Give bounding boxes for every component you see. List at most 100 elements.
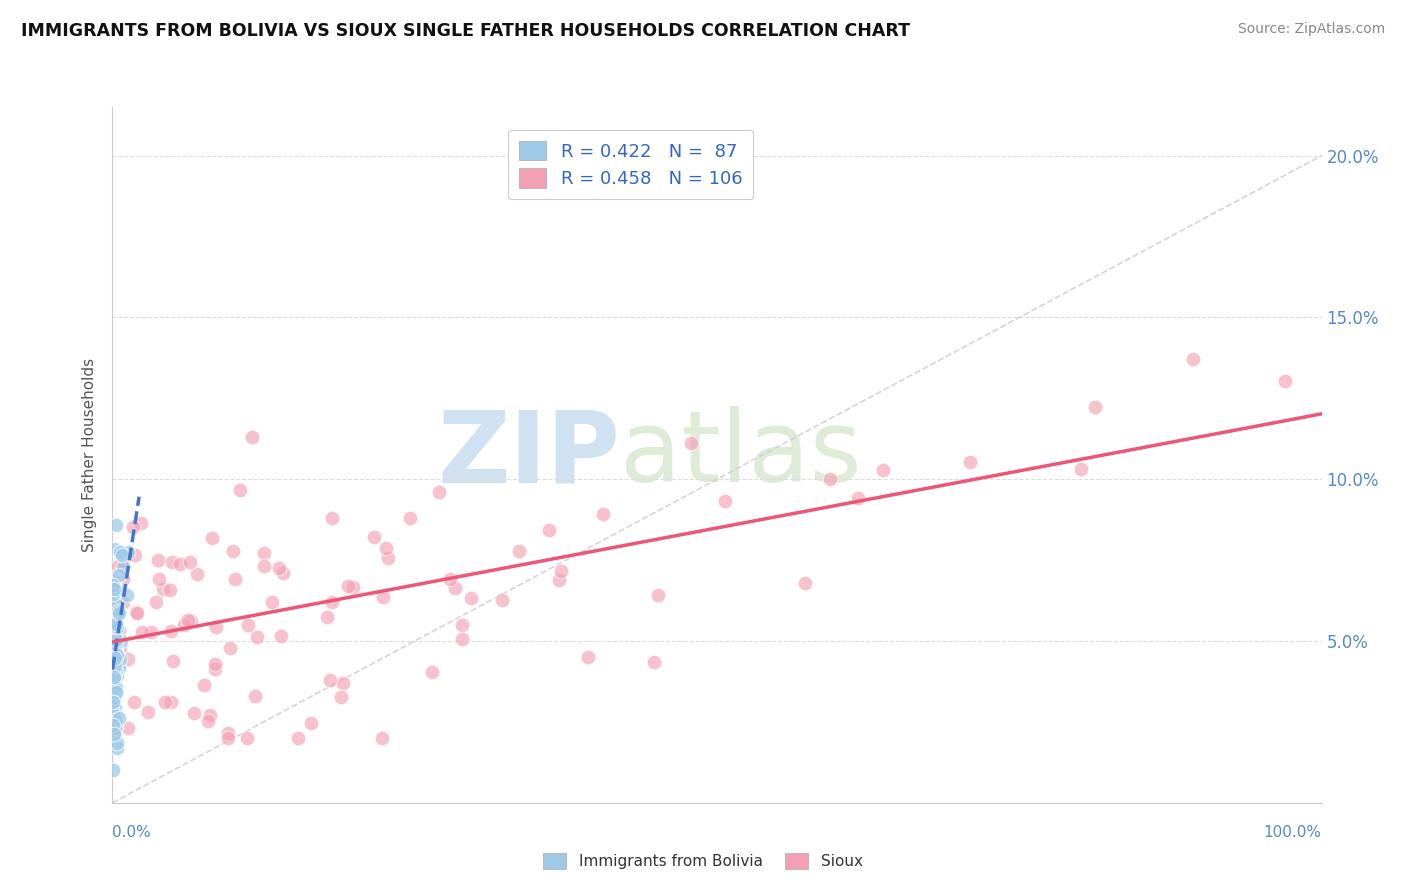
Point (112, 558, 135, 573)
Point (103, 541, 125, 556)
Point (1182, 352, 1205, 367)
Point (105, 599, 128, 613)
Point (217, 726, 239, 740)
Point (245, 689, 267, 703)
Point (105, 655, 128, 669)
Point (236, 617, 259, 632)
Point (117, 652, 139, 666)
Y-axis label: Single Father Households: Single Father Households (82, 358, 97, 552)
Point (162, 654, 184, 668)
Point (443, 581, 465, 595)
Point (377, 551, 399, 566)
Point (101, 587, 124, 601)
Point (101, 764, 124, 778)
Point (337, 578, 360, 592)
Point (129, 516, 152, 530)
Point (105, 637, 128, 651)
Point (103, 604, 125, 618)
Point (108, 606, 131, 620)
Point (103, 613, 125, 627)
Point (103, 673, 125, 687)
Point (101, 706, 124, 721)
Point (794, 575, 817, 590)
Point (180, 614, 202, 628)
Point (139, 624, 162, 639)
Point (103, 666, 125, 681)
Point (111, 595, 134, 609)
Point (104, 684, 127, 698)
Point (592, 507, 614, 521)
Point (321, 594, 343, 608)
Point (105, 683, 128, 698)
Point (576, 650, 599, 665)
Point (872, 463, 894, 477)
Point (246, 630, 269, 644)
Point (179, 555, 201, 569)
Point (103, 682, 125, 697)
Point (108, 547, 131, 561)
Point (108, 711, 131, 725)
Point (104, 637, 127, 651)
Point (103, 670, 125, 684)
Point (105, 617, 128, 632)
Point (1274, 374, 1296, 388)
Point (371, 591, 394, 605)
Point (104, 616, 127, 631)
Point (647, 588, 669, 602)
Point (548, 573, 571, 587)
Point (104, 658, 127, 673)
Point (125, 605, 148, 619)
Point (136, 705, 159, 719)
Point (153, 694, 176, 708)
Point (177, 613, 200, 627)
Point (103, 675, 125, 690)
Point (103, 581, 125, 595)
Point (375, 541, 398, 555)
Point (131, 625, 153, 640)
Point (108, 640, 131, 655)
Point (105, 602, 128, 616)
Point (105, 719, 128, 733)
Point (200, 531, 222, 545)
Point (321, 510, 343, 524)
Point (205, 620, 228, 634)
Point (107, 559, 129, 574)
Point (103, 582, 125, 596)
Point (117, 545, 139, 559)
Point (124, 548, 146, 562)
Point (107, 659, 129, 673)
Text: Source: ZipAtlas.com: Source: ZipAtlas.com (1237, 22, 1385, 37)
Point (104, 636, 127, 650)
Point (104, 645, 127, 659)
Point (101, 622, 124, 636)
Point (117, 721, 139, 735)
Point (450, 632, 472, 647)
Point (267, 560, 290, 574)
Point (450, 618, 472, 632)
Point (315, 610, 337, 624)
Point (108, 623, 131, 637)
Point (299, 716, 322, 731)
Point (105, 741, 128, 756)
Text: 0.0%: 0.0% (112, 825, 152, 840)
Point (186, 566, 208, 581)
Point (104, 664, 127, 678)
Point (103, 647, 125, 661)
Point (260, 595, 283, 609)
Point (108, 652, 131, 666)
Point (183, 706, 205, 720)
Point (679, 436, 702, 450)
Point (236, 731, 259, 745)
Point (200, 707, 222, 722)
Point (818, 472, 841, 486)
Point (319, 673, 342, 687)
Text: 100.0%: 100.0% (1264, 825, 1322, 840)
Point (104, 685, 127, 699)
Point (363, 531, 385, 545)
Point (103, 670, 125, 684)
Point (110, 634, 132, 648)
Point (105, 647, 128, 661)
Point (105, 583, 128, 598)
Point (122, 520, 145, 534)
Point (146, 553, 169, 567)
